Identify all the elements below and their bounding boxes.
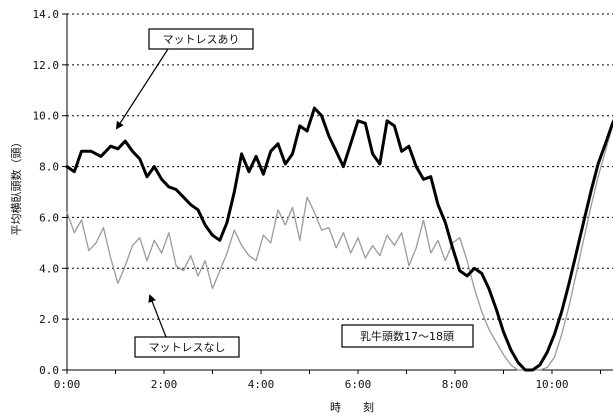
y-tick-label: 2.0 (39, 313, 59, 326)
y-tick-label: 10.0 (33, 110, 60, 123)
y-tick-label: 14.0 (33, 8, 60, 21)
y-tick-labels: 0.0 2.0 4.0 6.0 8.0 10.0 12.0 14.0 (33, 8, 60, 377)
y-tick-label: 12.0 (33, 59, 60, 72)
x-tick-label: 8:00 (442, 378, 469, 391)
y-tick-label: 4.0 (39, 262, 59, 275)
x-tick-label: 2:00 (151, 378, 178, 391)
x-tick-label: 6:00 (345, 378, 372, 391)
y-tick-label: 8.0 (39, 161, 59, 174)
series-line-without-mattress (66, 123, 613, 371)
callout-with-mattress-text: マットレスあり (163, 33, 240, 46)
callout-with-mattress-arrow (115, 48, 169, 130)
x-tick-label: 0:00 (54, 378, 81, 391)
x-tick-label: 4:00 (248, 378, 275, 391)
y-axis-title: 平均横臥頭数（頭） (9, 137, 23, 236)
callout-with-mattress-box (148, 28, 254, 50)
series-line-with-mattress (65, 106, 613, 372)
callout-with-mattress: マットレスあり (115, 28, 254, 130)
series-lines (65, 106, 613, 372)
herd-size-note: 乳牛頭数17〜18頭 (341, 324, 474, 348)
x-axis-title: 時 刻 (330, 400, 374, 414)
herd-size-note-box (341, 324, 474, 348)
y-tick-label: 0.0 (39, 364, 59, 377)
callout-without-mattress-box (134, 336, 240, 358)
x-tick-label: 10:00 (535, 378, 568, 391)
callout-without-mattress: マットレスなし (134, 294, 240, 358)
axes (62, 13, 613, 374)
y-tick-label: 6.0 (39, 211, 59, 224)
x-tick-labels: 0:002:004:006:008:0010:0012:0014:0016:00… (54, 378, 569, 391)
callout-without-mattress-arrow (148, 294, 167, 338)
gridlines (67, 13, 613, 320)
callout-without-mattress-text: マットレスなし (149, 341, 226, 354)
herd-size-note-text: 乳牛頭数17〜18頭 (360, 329, 454, 343)
